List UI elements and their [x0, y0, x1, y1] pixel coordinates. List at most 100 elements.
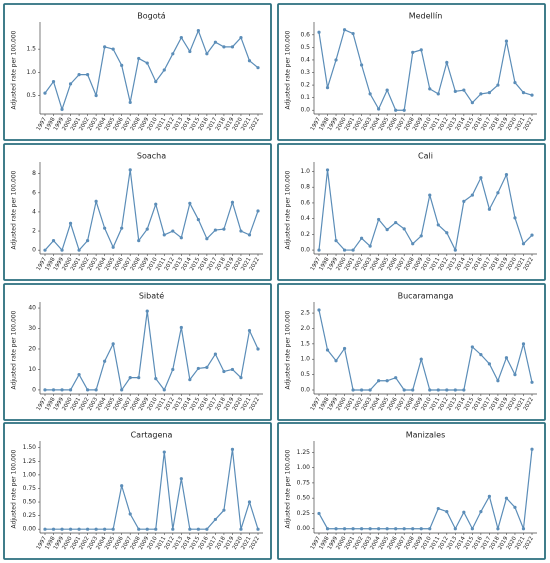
data-point [411, 50, 415, 55]
data-point [428, 193, 432, 197]
series-line [45, 311, 259, 392]
data-point [120, 388, 124, 392]
data-point [428, 388, 432, 392]
chart-title: Bucaramanga [398, 292, 454, 301]
data-point [239, 527, 243, 531]
data-point [521, 91, 526, 95]
data-point [470, 345, 474, 349]
data-point [479, 353, 483, 357]
data-point [521, 527, 526, 531]
chart-title: Cartagena [131, 431, 173, 440]
data-point [179, 236, 183, 240]
data-point [317, 30, 321, 34]
data-point [230, 447, 235, 451]
data-point [111, 527, 115, 531]
panel-border [277, 3, 546, 141]
data-point [479, 510, 483, 514]
data-point [487, 494, 491, 498]
data-point [86, 388, 90, 392]
chart-title: Manizales [406, 431, 446, 440]
panel-border [277, 422, 546, 560]
data-point [86, 73, 90, 77]
data-point [51, 527, 56, 531]
y-tick-label: 0.1 [300, 94, 310, 101]
data-point [179, 477, 183, 481]
data-point [230, 45, 235, 49]
data-point [453, 248, 457, 252]
data-point [154, 527, 158, 531]
y-tick-label: 0.25 [23, 512, 37, 519]
data-point [513, 216, 517, 220]
panel-border [3, 143, 272, 281]
data-point [419, 357, 423, 361]
y-tick-label: 0.5 [300, 44, 310, 51]
data-point [256, 66, 260, 70]
data-point [334, 359, 338, 363]
data-point [470, 193, 474, 197]
data-point [77, 248, 81, 252]
y-tick-label: 0.0 [300, 387, 310, 394]
data-point [213, 517, 217, 522]
y-axis-label: Adjusted rate per 100,000 [11, 310, 18, 389]
data-point [530, 380, 534, 384]
data-point [196, 527, 200, 531]
y-tick-label: 1.25 [297, 449, 311, 456]
data-point [256, 347, 260, 351]
y-tick-label: 6 [32, 189, 36, 196]
data-point [77, 527, 81, 531]
data-point [394, 527, 398, 531]
data-point [51, 388, 56, 392]
data-point [402, 108, 406, 112]
y-tick-label: 0.2 [300, 231, 310, 238]
y-axis-label: Adjusted rate per 100,000 [11, 30, 18, 109]
data-point [162, 388, 166, 392]
data-point [402, 227, 406, 231]
data-point [154, 377, 158, 381]
data-point [196, 366, 200, 371]
y-tick-label: 0.0 [300, 107, 310, 114]
data-point [436, 506, 440, 511]
data-point [377, 379, 381, 383]
data-point [137, 376, 141, 380]
data-point [445, 510, 449, 514]
data-point [68, 221, 73, 225]
data-point [213, 228, 217, 232]
data-point [222, 369, 226, 374]
data-point [487, 362, 491, 366]
chart-title: Sibaté [139, 291, 164, 301]
data-point [256, 527, 260, 531]
data-point [453, 388, 457, 392]
data-point [43, 388, 47, 392]
data-point [205, 527, 209, 531]
data-point [120, 226, 124, 230]
y-tick-label: 0.6 [300, 199, 310, 206]
data-point [256, 209, 260, 213]
data-point [496, 83, 500, 87]
data-point [334, 527, 338, 531]
data-point [103, 226, 107, 230]
data-point [496, 527, 500, 531]
data-point [470, 527, 474, 531]
y-tick-label: 10 [28, 366, 36, 373]
data-point [188, 378, 192, 382]
data-point [504, 173, 509, 177]
y-tick-label: 0.5 [300, 371, 310, 378]
data-point [247, 500, 252, 504]
panel-border [3, 283, 272, 421]
data-point [128, 512, 132, 516]
data-point [325, 348, 330, 352]
data-point [487, 207, 491, 211]
data-point [504, 356, 509, 360]
panel-border [277, 283, 546, 421]
y-tick-label: 1.5 [300, 340, 310, 347]
data-point [94, 388, 98, 392]
y-tick-label: 0.4 [300, 56, 310, 63]
data-point [60, 248, 64, 252]
data-point [145, 227, 149, 231]
data-point [385, 228, 389, 232]
data-point [411, 388, 415, 392]
y-axis-label: Adjusted rate per 100,000 [285, 449, 292, 528]
y-tick-label: 1.0 [26, 69, 36, 76]
data-point [239, 35, 243, 40]
data-point [205, 365, 209, 369]
